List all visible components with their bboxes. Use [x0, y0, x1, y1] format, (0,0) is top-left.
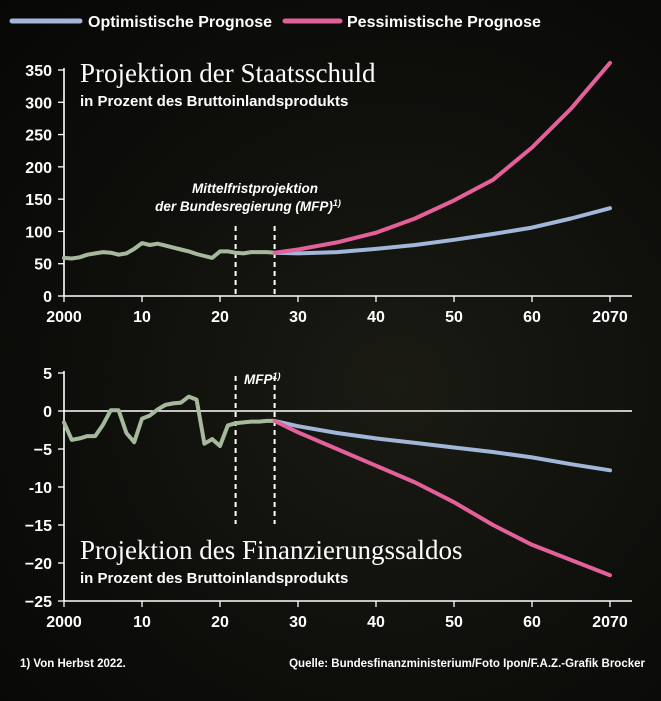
balance-x-tick-label: 30 [289, 614, 307, 631]
debt-x-tick-label: 50 [445, 309, 463, 326]
debt-series-optimistic [272, 206, 612, 256]
debt-chart-axes: 0 50 100 150 200 250 300 350 2000 10 20 30 40 50 60 207… [25, 63, 632, 326]
debt-y-tick-label: 150 [25, 192, 52, 209]
mfp-annotation-line2-text: der Bundesregierung (MFP) [155, 199, 333, 214]
balance-x-tick-label: 50 [445, 614, 463, 631]
debt-chart-series [62, 60, 612, 261]
balance-y-tick-label: −15 [25, 518, 52, 535]
balance-y-tick-label: 0 [43, 404, 52, 421]
debt-x-tick-label: 60 [523, 309, 541, 326]
debt-y-tick-label: 100 [25, 224, 52, 241]
debt-series-pessimistic [272, 60, 612, 255]
mfp-small-sup: 1) [273, 371, 281, 381]
balance-x-tick-label: 2070 [592, 614, 628, 631]
balance-series-pessimistic [272, 418, 612, 578]
balance-y-tick-label: −20 [25, 556, 52, 573]
debt-x-tick-label: 2000 [46, 309, 82, 326]
mfp-annotation-small: MFP1) [244, 371, 281, 387]
debt-series-historical [62, 241, 277, 261]
balance-x-tick-label: 10 [133, 614, 151, 631]
mfp-annotation-line1: Mittelfristprojektion [192, 181, 318, 196]
balance-chart-title: Projektion des Finanzierungssaldos [80, 535, 462, 565]
mfp-dashed-lines-small [234, 376, 276, 524]
debt-y-tick-label: 0 [43, 289, 52, 306]
mfp-annotation-sup: 1) [333, 198, 341, 208]
mfp-dashed-lines [234, 226, 276, 296]
debt-chart-title: Projektion der Staatsschuld [80, 58, 376, 88]
mfp-small-label: MFP1) [244, 371, 281, 387]
balance-y-tick-label: −5 [34, 442, 52, 459]
footnote: 1) Von Herbst 2022. [20, 658, 126, 670]
legend-label-optimistic: Optimistische Prognose [88, 14, 272, 31]
source-credit: Quelle: Bundesfinanzministerium/Foto Ipo… [289, 658, 645, 670]
legend: Optimistische Prognose Pessimistische Pr… [9, 14, 541, 31]
mfp-annotation: Mittelfristprojektion der Bundesregierun… [155, 181, 341, 214]
balance-chart: Projektion des Finanzierungssaldos in Pr… [25, 366, 632, 631]
debt-y-tick-label: 300 [25, 95, 52, 112]
mfp-annotation-line2: der Bundesregierung (MFP)1) [155, 198, 341, 214]
debt-x-tick-label: 30 [289, 309, 307, 326]
balance-x-tick-label: 2000 [46, 614, 82, 631]
balance-y-tick-label: -10 [29, 480, 52, 497]
debt-y-tick-label: 250 [25, 128, 52, 145]
debt-chart: Projektion der Staatsschuld in Prozent d… [25, 58, 632, 326]
debt-y-tick-label: 200 [25, 160, 52, 177]
balance-y-tick-label: 5 [43, 366, 52, 383]
debt-y-tick-label: 350 [25, 63, 52, 80]
balance-chart-subtitle: in Prozent des Bruttoinlandsprodukts [80, 570, 348, 587]
balance-x-tick-label: 60 [523, 614, 541, 631]
debt-x-tick-label: 2070 [592, 309, 628, 326]
balance-x-tick-label: 40 [367, 614, 385, 631]
balance-y-tick-label: −25 [25, 594, 52, 611]
balance-chart-series [62, 394, 612, 578]
debt-x-tick-label: 20 [211, 309, 229, 326]
debt-x-tick-label: 10 [133, 309, 151, 326]
debt-y-tick-label: 50 [34, 257, 52, 274]
debt-x-tick-label: 40 [367, 309, 385, 326]
balance-series-optimistic [272, 418, 612, 473]
balance-x-tick-label: 20 [211, 614, 229, 631]
legend-label-pessimistic: Pessimistische Prognose [347, 14, 541, 31]
mfp-small-text: MFP [244, 372, 273, 387]
balance-series-historical [62, 394, 277, 448]
debt-chart-subtitle: in Prozent des Bruttoinlandsprodukts [80, 93, 348, 110]
